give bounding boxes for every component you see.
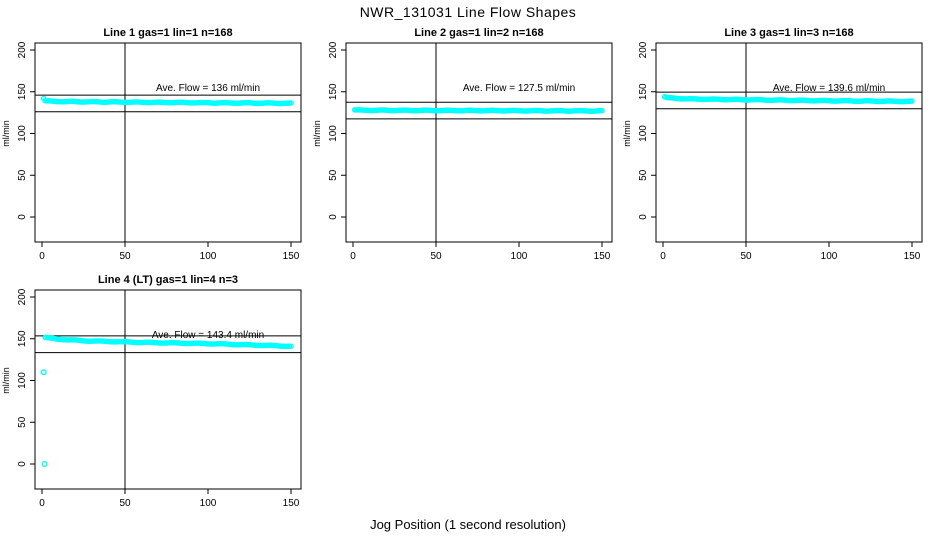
y-tick-label: 100 xyxy=(17,372,28,389)
y-tick-label: 150 xyxy=(17,83,28,100)
y-tick-label: 200 xyxy=(17,288,28,305)
data-points xyxy=(661,94,915,105)
y-tick-label: 200 xyxy=(17,41,28,58)
y-tick-label: 200 xyxy=(328,41,339,58)
panel-title: Line 3 gas=1 lin=3 n=168 xyxy=(724,27,853,39)
plot-box xyxy=(345,42,613,243)
data-point xyxy=(288,100,294,106)
y-tick-label: 0 xyxy=(17,461,28,467)
y-tick-label: 150 xyxy=(328,83,339,100)
y-tick-label: 50 xyxy=(17,416,28,428)
figure-title: NWR_131031 Line Flow Shapes xyxy=(359,4,577,20)
y-tick-label: 50 xyxy=(17,169,28,181)
data-point xyxy=(599,107,605,114)
x-tick-label: 150 xyxy=(283,498,300,509)
panel-title: Line 4 (LT) gas=1 lin=4 n=3 xyxy=(98,274,238,286)
y-tick-label: 0 xyxy=(17,214,28,220)
outlier-point xyxy=(40,369,47,376)
x-tick-label: 50 xyxy=(740,251,752,262)
y-tick-label: 100 xyxy=(638,125,649,142)
y-axis-label: ml/min xyxy=(312,120,322,147)
data-point xyxy=(909,98,915,104)
y-tick-label: 100 xyxy=(328,125,339,142)
x-tick-label: 150 xyxy=(904,251,921,262)
plot-area-line-2: 0 50 100 150 0 50 100 150 200 ml/min Line 2 gas=1 … xyxy=(312,27,613,262)
plot-box xyxy=(34,289,302,490)
data-points xyxy=(40,95,294,107)
y-tick-label: 150 xyxy=(638,83,649,100)
data-point xyxy=(288,343,294,349)
y-tick-label: 0 xyxy=(328,214,339,220)
ave-flow-annotation: Ave. Flow = 136 ml/min xyxy=(156,83,260,94)
y-tick-label: 0 xyxy=(638,214,649,220)
plot-area-line-3: 0 50 100 150 0 50 100 150 200 ml/min Line 3 gas=1 … xyxy=(622,27,923,262)
y-tick-label: 50 xyxy=(638,169,649,181)
x-tick-label: 100 xyxy=(821,251,838,262)
data-points xyxy=(40,334,294,467)
panel-line-4: 0 50 100 150 0 50 100 150 200 ml/min Line 4 (LT) g… xyxy=(0,272,310,512)
data-points xyxy=(351,107,605,114)
x-tick-label: 50 xyxy=(119,498,131,509)
y-axis-label: ml/min xyxy=(622,120,632,147)
x-tick-label: 50 xyxy=(430,251,442,262)
x-tick-label: 50 xyxy=(119,251,131,262)
plot-box xyxy=(34,42,302,243)
x-axis-label: Jog Position (1 second resolution) xyxy=(370,517,566,532)
panel-line-3: 0 50 100 150 0 50 100 150 200 ml/min Line 3 gas=1 … xyxy=(621,25,931,265)
x-tick-label: 0 xyxy=(39,251,45,262)
panel-title: Line 2 gas=1 lin=2 n=168 xyxy=(414,27,543,39)
y-tick-label: 100 xyxy=(17,125,28,142)
x-tick-label: 0 xyxy=(660,251,666,262)
panel-title: Line 1 gas=1 lin=1 n=168 xyxy=(103,27,232,39)
ave-flow-annotation: Ave. Flow = 139.6 ml/min xyxy=(773,83,885,94)
y-axis-label: ml/min xyxy=(1,120,11,147)
x-tick-label: 0 xyxy=(350,251,356,262)
y-axis-label: ml/min xyxy=(1,367,11,394)
x-tick-label: 100 xyxy=(200,498,217,509)
y-tick-label: 50 xyxy=(328,169,339,181)
x-tick-label: 150 xyxy=(594,251,611,262)
x-tick-label: 100 xyxy=(200,251,217,262)
x-tick-label: 100 xyxy=(511,251,528,262)
x-tick-label: 150 xyxy=(283,251,300,262)
y-tick-label: 150 xyxy=(17,330,28,347)
x-tick-label: 0 xyxy=(39,498,45,509)
plot-box xyxy=(655,42,923,243)
outlier-point xyxy=(41,460,48,467)
plot-area-line-1: 0 50 100 150 0 50 100 150 200 ml/min Line 1 gas=1 … xyxy=(1,27,302,262)
plot-area-line-4: 0 50 100 150 0 50 100 150 200 ml/min Line 4 (LT) g… xyxy=(1,274,302,509)
panel-line-2: 0 50 100 150 0 50 100 150 200 ml/min Line 2 gas=1 … xyxy=(311,25,621,265)
ave-flow-annotation: Ave. Flow = 127.5 ml/min xyxy=(463,83,575,94)
panel-line-1: 0 50 100 150 0 50 100 150 200 ml/min Line 1 gas=1 … xyxy=(0,25,310,265)
y-tick-label: 200 xyxy=(638,41,649,58)
ave-flow-annotation: Ave. Flow = 143.4 ml/min xyxy=(152,330,264,341)
